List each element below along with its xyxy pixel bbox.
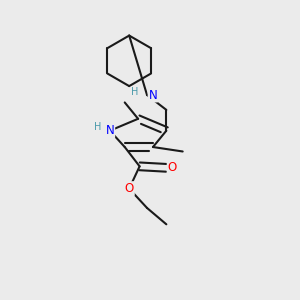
Text: O: O [124, 182, 134, 195]
Text: N: N [106, 124, 114, 137]
Text: H: H [131, 87, 139, 97]
Text: N: N [148, 88, 157, 101]
Text: H: H [94, 122, 102, 132]
Text: O: O [168, 161, 177, 174]
